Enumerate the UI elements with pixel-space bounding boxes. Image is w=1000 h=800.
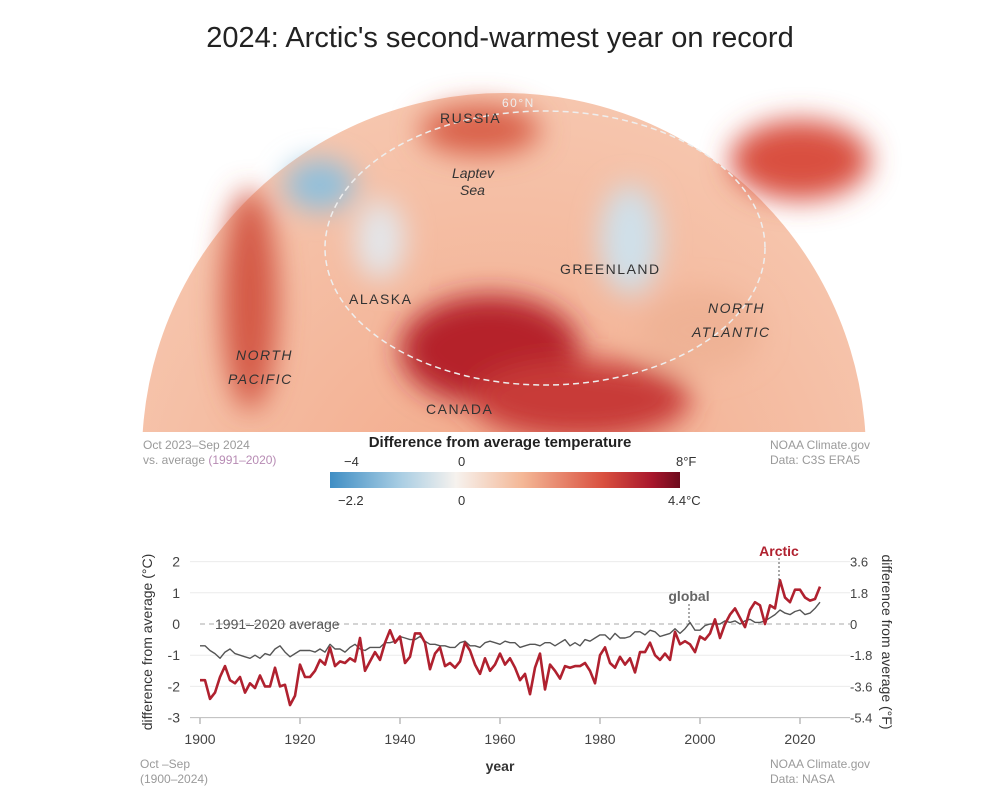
map-credit: NOAA Climate.gov Data: C3S ERA5 <box>770 438 870 468</box>
label-sea: Sea <box>460 182 485 198</box>
y-axis-label-right: difference from average (°F) <box>879 555 895 730</box>
y-tick-label-right: -5.4 <box>850 711 872 726</box>
y-tick-label-left: -2 <box>168 678 181 694</box>
chart-credit-line2: Data: NASA <box>770 772 835 786</box>
60n-latitude-circle <box>324 110 766 386</box>
y-tick-label-left: -3 <box>168 710 181 726</box>
x-tick-label: 1900 <box>184 731 215 747</box>
legend-f-min: −4 <box>344 454 359 469</box>
credit-line2: Data: C3S ERA5 <box>770 453 861 467</box>
y-tick-label-right: 1.8 <box>850 586 868 601</box>
arctic-anomaly-map <box>142 93 870 432</box>
x-tick-label: 2000 <box>684 731 715 747</box>
chart-note-line1: Oct –Sep <box>140 757 191 771</box>
chart-period-note: Oct –Sep (1900–2024) <box>140 757 208 787</box>
map-period-note: Oct 2023–Sep 2024 vs. average (1991–2020… <box>143 438 276 468</box>
y-tick-label-right: -1.8 <box>850 648 872 663</box>
label-greenland: GREENLAND <box>560 261 661 277</box>
y-tick-label-left: 1 <box>172 585 180 601</box>
chart-note-line2: (1900–2024) <box>140 772 209 786</box>
y-tick-label-right: 0 <box>850 617 857 632</box>
x-axis-label: year <box>486 758 515 774</box>
global-series-label: global <box>668 588 709 604</box>
x-tick-label: 1920 <box>284 731 315 747</box>
y-tick-label-left: 2 <box>172 554 180 570</box>
arctic-series-label: Arctic <box>759 543 799 559</box>
x-tick-label: 1940 <box>384 731 415 747</box>
x-tick-label: 1960 <box>484 731 515 747</box>
chart-credit: NOAA Climate.gov Data: NASA <box>770 757 870 787</box>
legend-f-max: 8°F <box>676 454 697 469</box>
label-north-atlantic-2: ATLANTIC <box>692 324 771 340</box>
legend-c-min: −2.2 <box>338 493 364 508</box>
legend-f-zero: 0 <box>458 454 466 469</box>
legend-c-max: 4.4°C <box>668 493 701 508</box>
color-scale-bar <box>330 472 680 488</box>
chart-credit-line1: NOAA Climate.gov <box>770 757 871 771</box>
legend-c-zero: 0 <box>458 493 466 508</box>
y-tick-label-left: -1 <box>168 647 181 663</box>
label-north-atlantic-1: NORTH <box>708 300 766 316</box>
label-alaska: ALASKA <box>349 291 413 307</box>
y-axis-label-left: difference from average (°C) <box>139 554 155 731</box>
page-title: 2024: Arctic's second-warmest year on re… <box>206 22 794 54</box>
label-laptev: Laptev <box>452 165 495 181</box>
y-tick-label-left: 0 <box>172 616 180 632</box>
x-tick-label: 2020 <box>784 731 815 747</box>
credit-line1: NOAA Climate.gov <box>770 438 871 452</box>
label-north-pacific-1: NORTH <box>236 347 294 363</box>
y-tick-label-right: 3.6 <box>850 555 868 570</box>
label-north-pacific-2: PACIFIC <box>228 371 293 387</box>
label-canada: CANADA <box>426 401 494 417</box>
baseline-label: 1991–2020 average <box>215 616 340 632</box>
y-tick-label-right: -3.6 <box>850 679 872 694</box>
legend-title: Difference from average temperature <box>368 434 632 451</box>
period-line1: Oct 2023–Sep 2024 <box>143 438 250 452</box>
period-line2: vs. average (1991–2020) <box>143 453 277 467</box>
arctic-series-line <box>200 578 822 707</box>
label-60n: 60°N <box>502 96 535 110</box>
label-russia: RUSSIA <box>440 110 502 126</box>
x-tick-label: 1980 <box>584 731 615 747</box>
